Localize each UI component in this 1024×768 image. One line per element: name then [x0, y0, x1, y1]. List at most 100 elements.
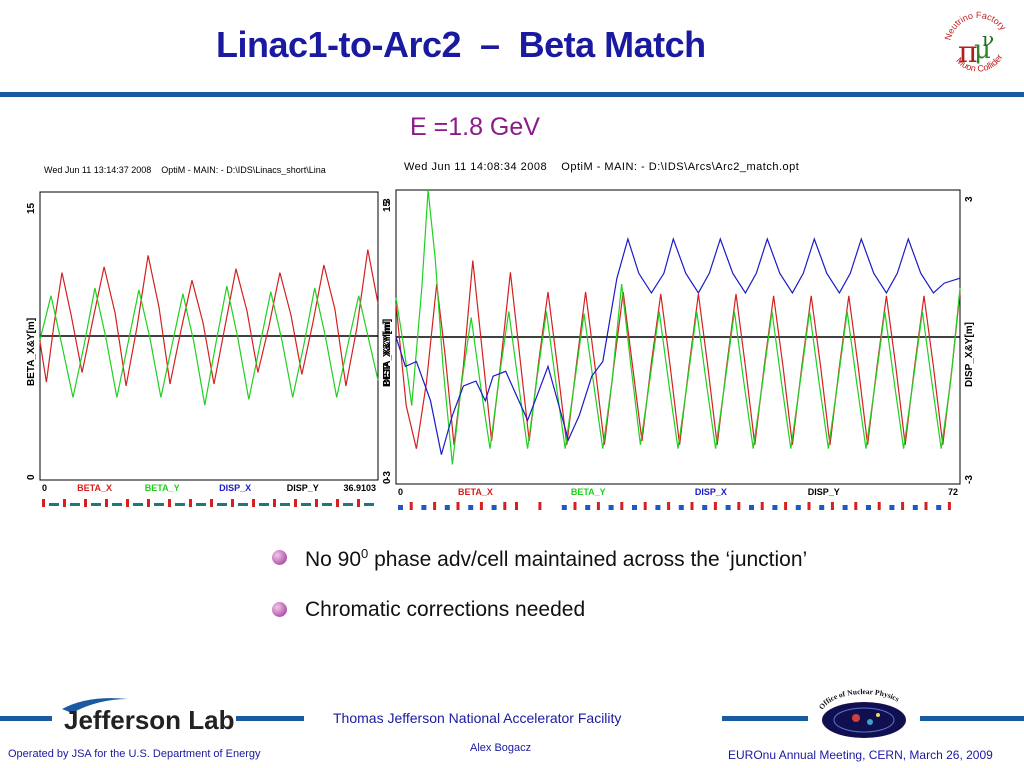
magnet-marker [91, 503, 101, 506]
legend-disp-x: DISP_X [695, 487, 727, 497]
right-axis-label: DISP_X&Y[m] [382, 321, 390, 386]
left-axis-label: BETA_X&Y[m] [382, 319, 393, 387]
magnet-marker [877, 502, 881, 510]
legend-disp-x: DISP_X [219, 483, 251, 493]
magnet-marker [912, 505, 918, 510]
title-rule [0, 92, 1024, 97]
magnet-marker [947, 502, 951, 510]
author-name: Alex Bogacz [470, 742, 532, 754]
footer-rule-mid2 [722, 716, 808, 721]
left-axis-tick-max: 15 [26, 202, 37, 214]
magnet-marker [175, 503, 185, 506]
series-beta-x [39, 249, 379, 387]
magnet-marker [336, 499, 339, 507]
magnet-marker [294, 499, 297, 507]
left-optics-plot: 0 15 BETA_X&Y[m] -3 3 DISP_X&Y[m] 0 36.9103 BETA… [26, 191, 390, 507]
magnet-marker [901, 502, 905, 510]
magnet-marker [196, 503, 206, 506]
magnet-marker [924, 502, 928, 510]
left-plot-header: Wed Jun 11 13:14:37 2008 OptiM - MAIN: -… [44, 165, 326, 175]
legend-disp-y: DISP_Y [808, 487, 840, 497]
office-nuclear-physics-logo: Office of Nuclear Physics [817, 688, 906, 738]
magnet-marker [63, 499, 66, 507]
magnet-marker [444, 505, 450, 510]
magnet-marker [479, 502, 483, 510]
magnet-marker [667, 502, 671, 510]
series-disp-x [395, 236, 961, 455]
right-axis-tick-max: 3 [964, 196, 975, 202]
magnet-marker [84, 499, 87, 507]
magnet-marker [433, 502, 437, 510]
nu-glyph-icon: ν [982, 27, 994, 51]
bullet-phase-advance: No 900 phase adv/cell maintained across … [272, 546, 807, 572]
magnet-marker [42, 499, 45, 507]
mu-glyph-icon: μ [974, 35, 991, 65]
magnet-marker [409, 502, 413, 510]
magnet-marker [398, 505, 403, 510]
series-beta-x [395, 260, 961, 449]
magnet-marker [503, 502, 507, 510]
magnet-marker [632, 505, 637, 510]
magnet-marker [737, 502, 741, 510]
magnet-marker [105, 499, 108, 507]
legend-disp-y: DISP_Y [287, 483, 319, 493]
left-axis-label: BETA_X&Y[m] [26, 318, 37, 386]
magnet-marker [154, 503, 164, 506]
magnet-marker [643, 502, 647, 510]
x-axis-tick-max: 36.9103 [343, 483, 376, 493]
magnet-marker [854, 502, 858, 510]
series-beta-y [395, 189, 961, 465]
magnet-marker [678, 505, 684, 510]
magnet-marker [133, 503, 143, 506]
magnet-marker [364, 503, 374, 506]
magnet-marker [210, 499, 213, 507]
magnet-marker [252, 499, 255, 507]
magnet-marker [585, 505, 591, 510]
magnet-marker [168, 499, 171, 507]
magnet-marker [273, 499, 276, 507]
magnet-marker [842, 505, 848, 510]
magnet-marker [280, 503, 290, 506]
right-plot-header: Wed Jun 11 14:08:34 2008 OptiM - MAIN: -… [404, 161, 800, 173]
magnet-marker [147, 499, 150, 507]
magnet-marker [126, 499, 129, 507]
footer-rule-left [0, 716, 52, 721]
magnet-marker [70, 503, 80, 506]
right-axis-tick-min: -3 [964, 475, 975, 484]
neutrino-factory-logo: Neutrino Factory Muon Collider π μ ν [943, 10, 1009, 74]
magnet-marker [322, 503, 332, 506]
magnet-marker [421, 505, 427, 510]
legend-beta-x: BETA_X [77, 483, 112, 493]
left-axis-tick-min: 0 [382, 478, 393, 484]
magnet-marker [866, 505, 871, 510]
magnet-marker [573, 502, 577, 510]
legend-beta-y: BETA_Y [571, 487, 606, 497]
right-optics-plot: 0 15 BETA_X&Y[m] -3 3 DISP_X&Y[m] 0 72 BETA_X BET… [382, 189, 975, 510]
series-beta-y [39, 285, 379, 406]
magnet-marker [936, 505, 942, 510]
magnet-marker [655, 505, 661, 510]
slide-title: Linac1-to-Arc2 – Beta Match [216, 24, 706, 65]
magnet-marker [784, 502, 788, 510]
x-axis-tick-min: 0 [42, 483, 47, 493]
energy-label: E =1.8 GeV [410, 113, 540, 141]
right-axis-tick-min: -3 [382, 471, 390, 480]
meeting-info: EUROnu Annual Meeting, CERN, March 26, 2… [728, 748, 993, 762]
magnet-marker [456, 502, 460, 510]
svg-text:Jefferson Lab: Jefferson Lab [64, 705, 234, 735]
magnet-marker [807, 502, 811, 510]
left-axis-tick-min: 0 [26, 474, 37, 480]
magnet-marker [515, 502, 518, 510]
magnet-marker [819, 505, 825, 510]
magnet-marker [561, 505, 567, 510]
magnet-marker [795, 505, 801, 510]
magnet-marker [702, 505, 708, 510]
magnet-marker [357, 499, 360, 507]
magnet-marker [596, 502, 600, 510]
magnet-marker [749, 505, 754, 510]
bullet-icon [272, 550, 287, 565]
legend-beta-y: BETA_Y [145, 483, 180, 493]
magnet-marker [491, 505, 497, 510]
right-axis-label: DISP_X&Y[m] [964, 322, 975, 387]
magnet-marker [690, 502, 694, 510]
